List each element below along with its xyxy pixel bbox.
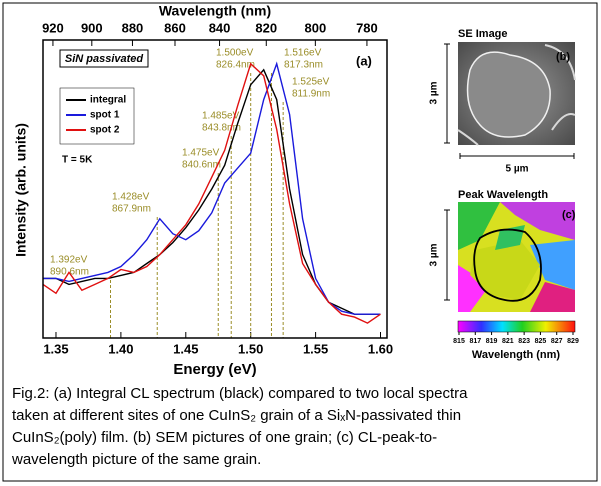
x-tick-label: 1.45: [173, 341, 198, 356]
colorbar-tick-label: 829: [567, 338, 579, 345]
se-label: (b): [556, 51, 570, 63]
scale-bar-h: [459, 153, 575, 159]
caption-line: wavelength picture of the same grain.: [11, 451, 261, 468]
temperature: T = 5K: [62, 155, 93, 166]
x-tick-label: 1.35: [43, 341, 68, 356]
x2-tick-label: 920: [42, 20, 64, 35]
x2-tick-label: 800: [304, 20, 326, 35]
map-title: Peak Wavelength: [458, 189, 548, 201]
se-scale-v: 3 µm: [429, 81, 440, 104]
x2-tick-label: 860: [164, 20, 186, 35]
map-scale-v: 3 µm: [429, 243, 440, 266]
top-axis-label: Wavelength (nm): [159, 3, 271, 19]
annotation-energy: 1.500eV: [216, 48, 254, 59]
colorbar: [457, 320, 576, 333]
annotation-wavelength: 843.8nm: [202, 123, 241, 134]
annotation-energy: 1.516eV: [284, 48, 322, 59]
legend-label: spot 2: [90, 125, 120, 136]
se-title: SE Image: [458, 28, 508, 40]
x2-tick-label: 880: [122, 20, 144, 35]
annotation-wavelength: 817.3nm: [284, 60, 323, 71]
annotation-energy: 1.525eV: [292, 77, 330, 88]
annotation-wavelength: 867.9nm: [112, 204, 151, 215]
series-line: [43, 61, 381, 315]
colorbar-tick-label: 817: [469, 338, 481, 345]
grain-outline: [466, 51, 551, 138]
colorbar-tick-label: 815: [453, 338, 465, 345]
colorbar-tick-label: 821: [502, 338, 514, 345]
plot-frame: [42, 39, 388, 339]
x2-tick-label: 840: [209, 20, 231, 35]
x-tick-label: 1.40: [108, 341, 133, 356]
series-line: [42, 62, 381, 324]
scale-bar-v: [444, 43, 450, 144]
annotation-wavelength: 811.9nm: [292, 89, 330, 100]
caption-line: taken at different sites of one CuInS₂ g…: [12, 407, 461, 424]
figure-border: [2, 2, 598, 482]
peak-map: [458, 202, 575, 312]
panel-label: (a): [356, 53, 372, 68]
x2-tick-label: 780: [356, 20, 378, 35]
colorbar-tick-label: 819: [486, 338, 498, 345]
x2-tick-label: 900: [81, 20, 103, 35]
x2-tick-label: 820: [255, 20, 277, 35]
x-tick-label: 1.55: [303, 341, 328, 356]
grain-edges: [457, 44, 576, 146]
legend-label: spot 1: [90, 110, 120, 121]
x-tick-label: 1.60: [368, 341, 393, 356]
annotation-wavelength: 840.6nm: [182, 160, 221, 171]
x-tick-label: 1.50: [238, 341, 263, 356]
se-scale-h: 5 µm: [506, 164, 529, 175]
caption-line: Fig.2: (a) Integral CL spectrum (black) …: [12, 385, 468, 402]
annotation-energy: 1.485eV: [202, 111, 240, 122]
sample-box: [59, 49, 149, 68]
annotation-wavelength: 826.4nm: [216, 60, 255, 71]
colorbar-tick-label: 823: [518, 338, 530, 345]
map-label: (c): [562, 209, 576, 221]
map-scale-bar: [444, 209, 450, 301]
legend-label: integral: [90, 95, 126, 106]
y-axis-label: Intensity (arb. units): [13, 123, 29, 257]
annotation-energy: 1.475eV: [182, 148, 220, 159]
colorbar-label: Wavelength (nm): [472, 349, 561, 361]
colorbar-tick-label: 825: [535, 338, 547, 345]
annotation-energy: 1.392eV: [50, 255, 88, 266]
colorbar-tick-label: 827: [551, 338, 563, 345]
annotation-energy: 1.428eV: [112, 192, 150, 203]
x-axis-label: Energy (eV): [173, 361, 256, 378]
sample-label: SiN passivated: [65, 53, 144, 65]
caption-line: CuInS₂(poly) film. (b) SEM pictures of o…: [12, 429, 437, 446]
